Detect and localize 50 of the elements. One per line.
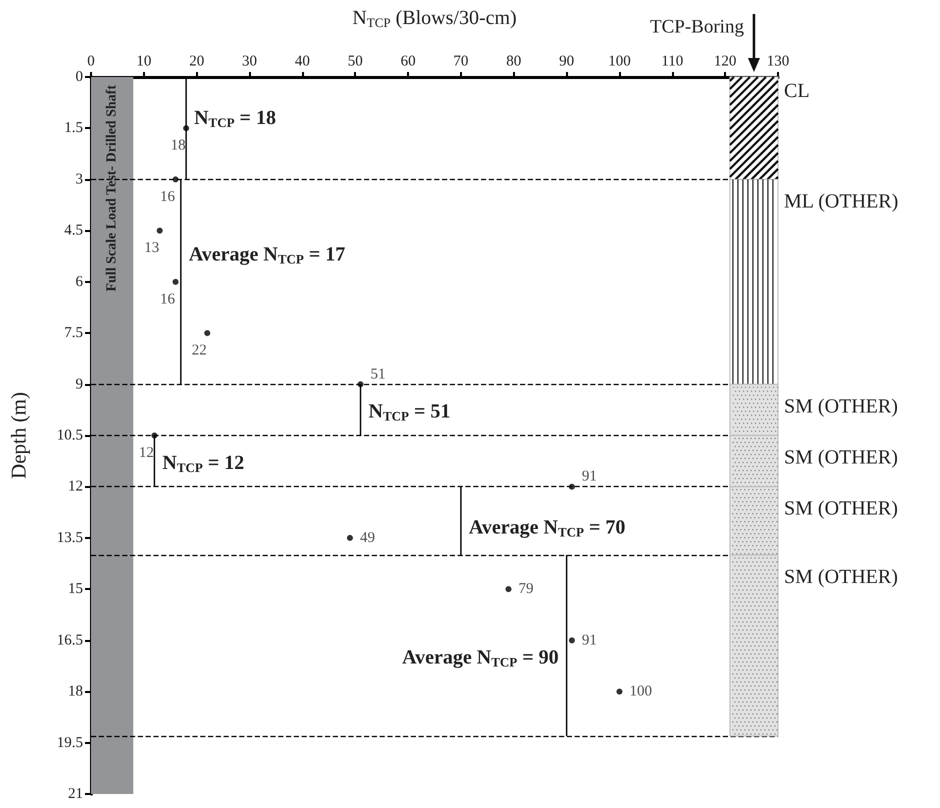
x-tick-label: 90: [559, 54, 574, 70]
text: SM (OTHER): [784, 498, 898, 520]
text: CL: [784, 80, 810, 102]
x-tick-label: 60: [400, 54, 416, 70]
x-tick-label: 100: [608, 54, 631, 70]
y-tick-label: 13.5: [56, 530, 83, 546]
text: SM (OTHER): [784, 446, 898, 468]
x-tick-label: 110: [661, 54, 684, 70]
data-label: 49: [360, 530, 375, 546]
data-label: 79: [518, 581, 534, 598]
x-tick-label: 70: [453, 54, 468, 70]
x-tick-label: 10: [136, 54, 152, 70]
data-label: 12: [138, 445, 154, 461]
x-tick-label: 0: [87, 54, 95, 70]
data-label: 16: [160, 188, 176, 205]
text: SM (OTHER): [784, 395, 898, 418]
data-label: 18: [170, 138, 186, 154]
data-label: 91: [582, 468, 597, 485]
data-label: 13: [144, 240, 160, 256]
y-tick-label: 12: [68, 478, 83, 495]
y-tick-label: 10.5: [56, 428, 83, 444]
text: SM (OTHER): [784, 566, 898, 588]
y-tick-label: 1.5: [64, 120, 83, 136]
data-label: 16: [160, 291, 176, 308]
y-tick-label: 19.5: [56, 734, 83, 751]
text: ML (OTHER): [784, 190, 898, 212]
y-tick-label: 3: [76, 171, 83, 188]
x-tick-label: 20: [189, 54, 204, 70]
y-tick-label: 6: [76, 274, 84, 290]
text: TCP-Boring: [650, 16, 744, 38]
x-tick-label: 80: [506, 54, 522, 70]
data-label: 51: [370, 366, 386, 382]
y-tick-label: 21: [68, 786, 83, 802]
y-tick-label: 16.5: [56, 632, 83, 648]
y-tick-label: 18: [68, 684, 83, 700]
x-tick-label: 30: [242, 54, 258, 70]
x-tick-label: 40: [294, 54, 310, 70]
x-tick-label: 50: [348, 54, 363, 70]
data-label: 22: [192, 342, 207, 359]
y-tick-label: 15: [68, 581, 83, 598]
y-tick-label: 0: [76, 69, 83, 85]
y-tick-label: 9: [76, 376, 83, 392]
y-tick-label: 4.5: [64, 222, 83, 239]
band-label: Full Scale Load Test- Drilled Shaft: [104, 84, 120, 292]
x-tick-label: 120: [714, 54, 736, 70]
x-tick-label: 130: [766, 54, 790, 70]
data-label: 100: [629, 684, 652, 700]
y-axis-title: Depth (m): [6, 392, 30, 479]
y-tick-label: 7.5: [64, 325, 83, 342]
data-label: 91: [582, 632, 597, 648]
